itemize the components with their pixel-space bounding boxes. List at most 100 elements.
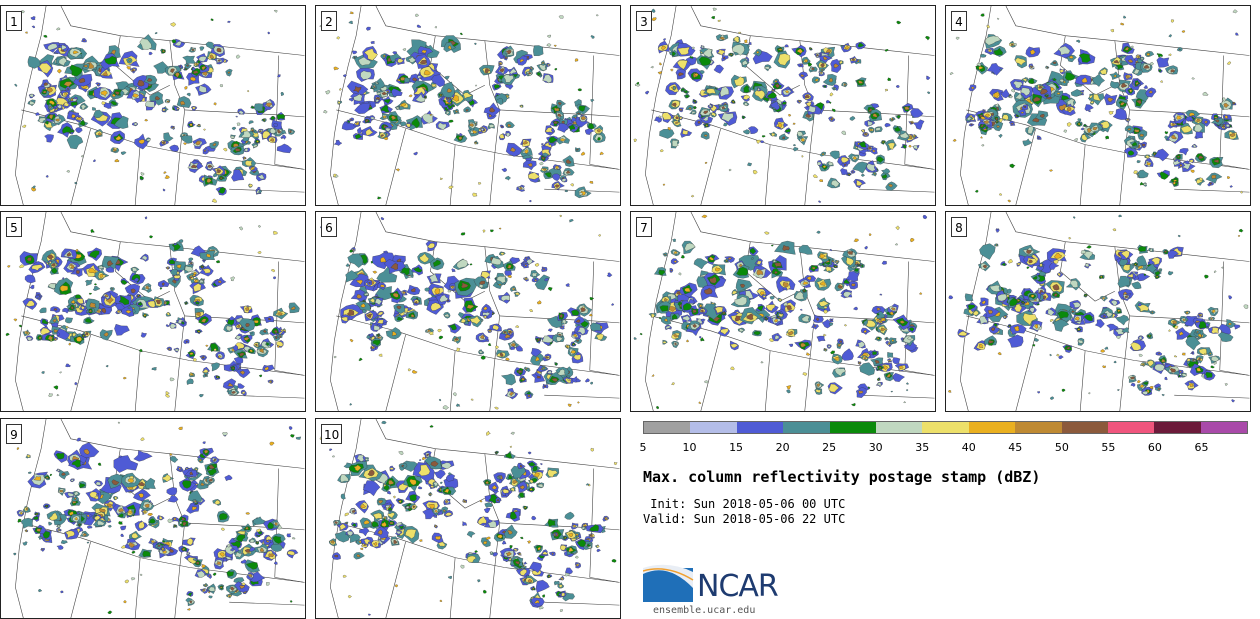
reflectivity-cell — [483, 589, 487, 594]
reflectivity-cell — [241, 582, 246, 586]
reflectivity-cell — [519, 464, 523, 468]
reflectivity-cell — [840, 45, 844, 48]
reflectivity-cell — [558, 593, 562, 596]
reflectivity-cell — [149, 235, 154, 239]
reflectivity-cell — [208, 591, 211, 594]
reflectivity-cell — [777, 53, 791, 66]
reflectivity-cell — [771, 132, 775, 137]
reflectivity-cell — [31, 25, 36, 29]
reflectivity-cell — [195, 301, 200, 305]
reflectivity-cell — [479, 280, 486, 285]
reflectivity-cell — [967, 304, 976, 311]
reflectivity-cell — [93, 159, 96, 162]
reflectivity-cell — [234, 551, 242, 558]
reflectivity-cell — [547, 370, 553, 374]
reflectivity-cell — [364, 118, 369, 123]
reflectivity-cell — [25, 331, 29, 334]
reflectivity-cell — [697, 121, 701, 124]
reflectivity-cell — [190, 76, 196, 82]
reflectivity-cell — [165, 391, 170, 395]
reflectivity-cell — [245, 562, 259, 570]
reflectivity-cell — [841, 348, 854, 361]
reflectivity-cell — [885, 337, 888, 340]
reflectivity-cell — [239, 585, 245, 590]
reflectivity-cell — [1171, 320, 1177, 325]
reflectivity-cell — [227, 318, 235, 326]
reflectivity-cell — [446, 88, 453, 93]
map-boundary — [184, 109, 305, 118]
reflectivity-cell — [1235, 32, 1239, 36]
reflectivity-cell — [1069, 55, 1074, 59]
reflectivity-cell — [1101, 297, 1105, 300]
reflectivity-cell — [472, 129, 477, 134]
reflectivity-cell — [395, 106, 400, 110]
reflectivity-cell — [510, 346, 515, 351]
reflectivity-cell — [827, 161, 834, 166]
reflectivity-cell — [366, 26, 371, 31]
reflectivity-cell — [678, 272, 682, 276]
reflectivity-cell — [547, 287, 553, 292]
reflectivity-cell — [673, 334, 679, 338]
reflectivity-cell — [863, 132, 867, 136]
reflectivity-cell — [999, 68, 1003, 71]
reflectivity-cell — [456, 259, 468, 269]
reflectivity-cell — [231, 391, 236, 394]
reflectivity-cell — [1221, 266, 1224, 269]
reflectivity-cell — [353, 464, 362, 472]
reflectivity-cell — [437, 122, 447, 131]
reflectivity-cell — [169, 68, 175, 74]
reflectivity-cell — [363, 300, 366, 302]
reflectivity-cell — [446, 473, 456, 482]
reflectivity-cell — [144, 119, 149, 122]
reflectivity-cell — [353, 93, 363, 102]
reflectivity-cell — [256, 541, 258, 544]
reflectivity-cell — [1073, 216, 1076, 219]
reflectivity-cell — [833, 63, 840, 68]
reflectivity-cell — [530, 348, 542, 357]
reflectivity-cell — [470, 315, 481, 325]
reflectivity-cell — [657, 71, 663, 75]
reflectivity-cell — [1223, 103, 1230, 108]
map-boundary — [15, 6, 47, 205]
reflectivity-cell — [1168, 53, 1172, 57]
reflectivity-cell — [1007, 334, 1024, 348]
reflectivity-cell — [596, 549, 601, 553]
reflectivity-cell — [1213, 361, 1217, 365]
reflectivity-cell — [73, 491, 79, 496]
reflectivity-cell — [146, 78, 153, 82]
reflectivity-cell — [417, 75, 422, 79]
reflectivity-cell — [1000, 88, 1010, 99]
reflectivity-cell — [452, 392, 457, 397]
reflectivity-cell — [792, 122, 796, 125]
reflectivity-cell — [895, 85, 900, 88]
reflectivity-cell — [141, 255, 148, 261]
reflectivity-cell — [721, 311, 726, 315]
reflectivity-cell — [1192, 144, 1197, 148]
reflectivity-cell — [807, 62, 813, 67]
reflectivity-cell — [1084, 104, 1094, 112]
reflectivity-cell — [56, 104, 62, 109]
reflectivity-cell — [831, 108, 836, 113]
reflectivity-cell — [102, 70, 108, 76]
reflectivity-cell — [419, 60, 427, 64]
reflectivity-cell — [381, 420, 387, 425]
reflectivity-cell — [1015, 57, 1027, 66]
reflectivity-cell — [484, 502, 493, 508]
reflectivity-cell — [830, 118, 833, 121]
reflectivity-cell — [524, 506, 527, 509]
reflectivity-cell — [741, 116, 745, 119]
reflectivity-cell — [252, 144, 258, 148]
reflectivity-cell — [853, 238, 859, 243]
reflectivity-cell — [972, 310, 979, 316]
reflectivity-cell — [805, 352, 811, 356]
reflectivity-cell — [367, 469, 375, 477]
reflectivity-cell — [752, 169, 758, 175]
reflectivity-cell — [53, 385, 59, 390]
reflectivity-cell — [492, 324, 499, 331]
reflectivity-cell — [236, 54, 241, 59]
map-boundary — [134, 144, 141, 205]
reflectivity-cell — [578, 192, 583, 196]
reflectivity-cell — [1159, 171, 1169, 180]
reflectivity-cell — [168, 348, 171, 350]
reflectivity-cell — [280, 92, 284, 96]
